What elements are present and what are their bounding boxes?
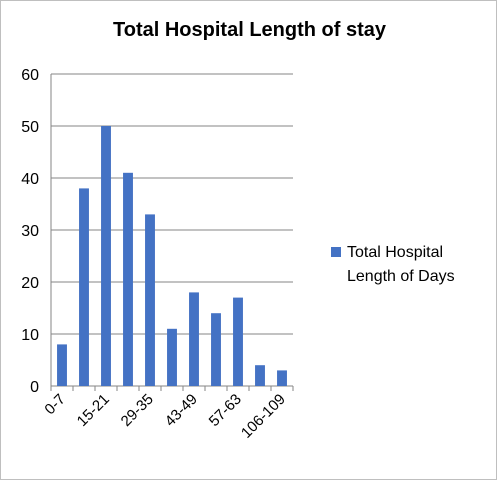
x-tick-label: 57-63 xyxy=(206,391,245,430)
bar xyxy=(167,328,177,386)
bar xyxy=(79,188,89,386)
y-tick-label: 40 xyxy=(21,171,39,188)
x-tick-label: 29-35 xyxy=(118,391,157,430)
bar xyxy=(277,370,287,386)
y-tick-label: 20 xyxy=(21,275,39,292)
x-tick-label: 43-49 xyxy=(162,391,201,430)
x-tick-label: 106-109 xyxy=(238,391,289,442)
y-tick-label: 60 xyxy=(21,67,39,84)
bar xyxy=(211,313,221,386)
y-tick-label: 30 xyxy=(21,223,39,240)
bar xyxy=(145,214,155,386)
x-tick-label: 0-7 xyxy=(41,391,68,418)
y-tick-label: 10 xyxy=(21,327,39,344)
bar xyxy=(101,126,111,386)
y-tick-label: 50 xyxy=(21,119,39,136)
bar xyxy=(189,292,199,386)
legend-swatch xyxy=(331,247,341,257)
y-tick-label: 0 xyxy=(30,379,39,396)
x-tick-label: 15-21 xyxy=(74,391,113,430)
bar xyxy=(57,344,67,386)
bar xyxy=(233,297,243,386)
bar xyxy=(255,365,265,386)
chart-title: Total Hospital Length of stay xyxy=(113,19,386,41)
legend-label: Total Hospital Length of Days xyxy=(347,244,455,285)
bar xyxy=(123,172,133,386)
